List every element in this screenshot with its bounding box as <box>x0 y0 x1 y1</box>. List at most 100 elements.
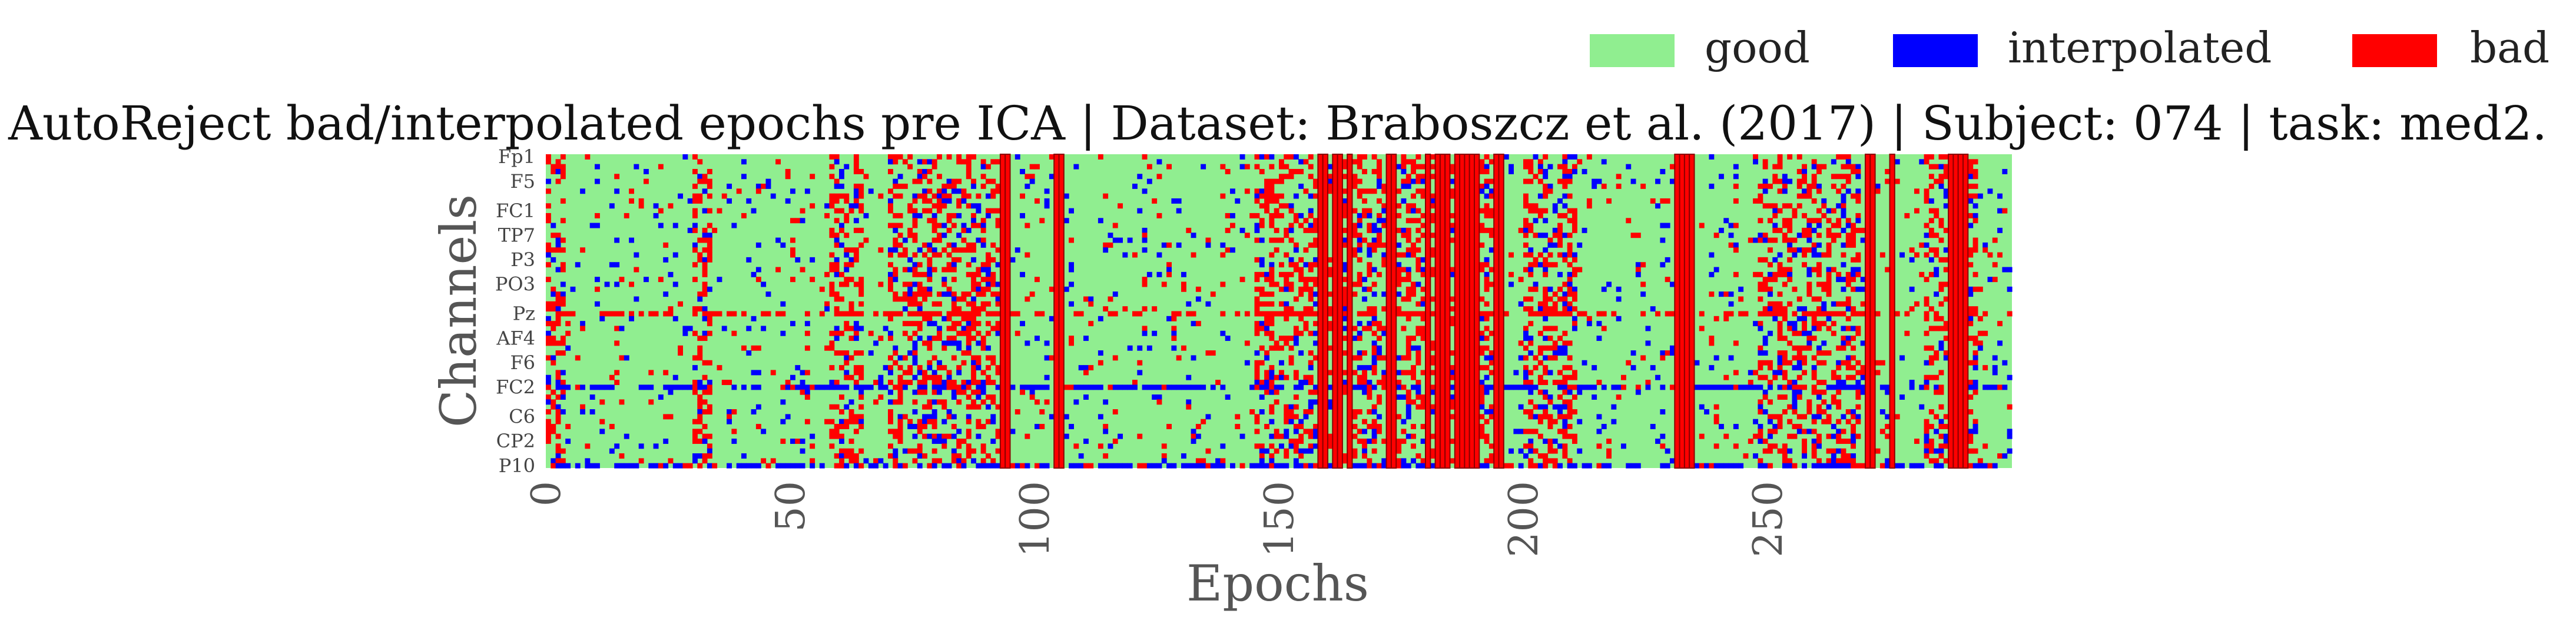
heatmap-cell <box>839 409 844 414</box>
bad-epoch-column <box>1689 154 1695 469</box>
heatmap-cell <box>927 262 933 268</box>
heatmap-cell <box>1357 350 1362 356</box>
heatmap-cell <box>1562 291 1568 297</box>
heatmap-cell <box>663 463 669 469</box>
heatmap-cell <box>580 326 585 331</box>
heatmap-cell <box>1875 360 1881 366</box>
heatmap-cell <box>951 355 957 361</box>
heatmap-cell <box>1205 237 1211 243</box>
heatmap-cell <box>1308 365 1314 371</box>
heatmap-cell <box>941 316 947 321</box>
heatmap-cell <box>1537 433 1543 439</box>
bad-epoch-column <box>999 154 1006 469</box>
heatmap-cell <box>1381 458 1387 464</box>
heatmap-cell <box>692 242 698 248</box>
heatmap-cell <box>844 374 850 380</box>
heatmap-cell <box>931 213 937 218</box>
heatmap-cell <box>1328 257 1333 263</box>
heatmap-cell <box>1851 336 1856 341</box>
heatmap-cell <box>692 311 698 317</box>
heatmap-cell <box>1972 355 1978 361</box>
heatmap-cell <box>1411 374 1416 380</box>
heatmap-cell <box>810 174 815 180</box>
heatmap-cell <box>1411 291 1416 297</box>
heatmap-cell <box>614 370 620 376</box>
heatmap-cell <box>858 448 864 454</box>
heatmap-cell <box>941 433 947 439</box>
heatmap-cell <box>1284 301 1289 307</box>
heatmap-cell <box>1665 198 1670 204</box>
heatmap-cell <box>1528 340 1534 346</box>
heatmap-cell <box>1210 350 1216 356</box>
heatmap-cell <box>1269 193 1275 199</box>
heatmap-cell <box>897 355 903 361</box>
heatmap-cell <box>1254 306 1260 312</box>
heatmap-cell <box>1928 355 1934 361</box>
heatmap-cell <box>1156 463 1162 469</box>
heatmap-cell <box>853 188 859 194</box>
heatmap-cell <box>1772 301 1778 307</box>
heatmap-cell <box>1342 267 1348 273</box>
heatmap-cell <box>1523 429 1529 434</box>
heatmap-cell <box>1264 321 1269 327</box>
heatmap-cell <box>1909 306 1915 312</box>
heatmap-cell <box>966 448 972 454</box>
heatmap-cell <box>1288 154 1294 160</box>
heatmap-cell <box>741 384 747 390</box>
heatmap-cell <box>1269 330 1275 336</box>
heatmap-cell <box>692 384 698 390</box>
heatmap-cell <box>951 223 957 228</box>
heatmap-cell <box>1191 439 1196 444</box>
heatmap-cell <box>1430 164 1436 170</box>
heatmap-cell <box>1894 414 1900 420</box>
heatmap-cell <box>927 399 933 405</box>
heatmap-cell <box>1259 218 1265 224</box>
heatmap-cell <box>986 257 991 263</box>
heatmap-cell <box>1122 463 1128 469</box>
heatmap-cell <box>1020 213 1025 218</box>
heatmap-cell <box>1401 164 1407 170</box>
heatmap-cell <box>1645 326 1651 331</box>
heatmap-cell <box>1577 389 1583 395</box>
heatmap-cell <box>912 424 918 429</box>
heatmap-cell <box>848 419 854 424</box>
heatmap-cell <box>980 389 986 395</box>
heatmap-cell <box>1039 424 1045 429</box>
heatmap-cell <box>1968 198 1974 204</box>
heatmap-cell <box>604 311 610 317</box>
heatmap-cell <box>834 463 840 469</box>
heatmap-cell <box>839 193 844 199</box>
heatmap-cell <box>1557 178 1563 184</box>
heatmap-cell <box>668 311 674 317</box>
heatmap-cell <box>697 380 703 386</box>
heatmap-cell <box>1156 394 1162 400</box>
heatmap-cell <box>1523 164 1529 170</box>
heatmap-cell <box>1352 384 1358 390</box>
heatmap-cell <box>1567 247 1573 253</box>
heatmap-cell <box>893 458 899 464</box>
heatmap-cell <box>946 370 952 376</box>
heatmap-cell <box>1572 463 1577 469</box>
heatmap-cell <box>1215 380 1221 386</box>
heatmap-cell <box>619 355 625 361</box>
heatmap-cell <box>682 384 688 390</box>
heatmap-cell <box>668 203 674 209</box>
heatmap-cell <box>1699 223 1705 228</box>
heatmap-cell <box>1450 321 1456 327</box>
heatmap-cell <box>560 301 566 307</box>
heatmap-cell <box>1518 429 1524 434</box>
heatmap-cell <box>1728 301 1734 307</box>
heatmap-cell <box>1293 458 1299 464</box>
heatmap-cell <box>1254 321 1260 327</box>
heatmap-cell <box>1987 463 1993 469</box>
heatmap-cell <box>966 433 972 439</box>
heatmap-cell <box>946 336 952 341</box>
heatmap-cell <box>619 399 625 405</box>
heatmap-cell <box>1298 213 1304 218</box>
heatmap-cell <box>966 203 972 209</box>
heatmap-cell <box>839 271 844 277</box>
heatmap-cell <box>976 271 982 277</box>
heatmap-cell <box>1044 463 1050 469</box>
heatmap-cell <box>1796 424 1802 429</box>
heatmap-cell <box>858 277 864 283</box>
